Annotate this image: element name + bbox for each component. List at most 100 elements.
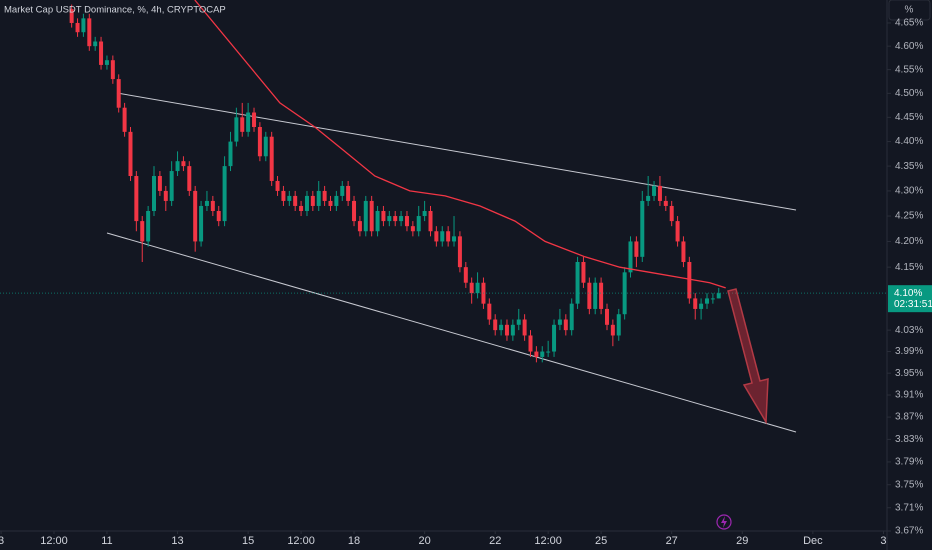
last-price-box bbox=[888, 285, 932, 313]
y-tick-label: 4.03% bbox=[895, 325, 923, 336]
y-tick-label: 3.83% bbox=[895, 434, 923, 445]
candle-body bbox=[222, 166, 227, 222]
candle-body bbox=[399, 216, 404, 222]
y-tick-label: 4.60% bbox=[895, 41, 923, 52]
candle-body bbox=[157, 176, 162, 191]
candle-body bbox=[216, 210, 221, 222]
candle-body bbox=[546, 351, 551, 353]
candle-body bbox=[116, 79, 121, 108]
unit-box[interactable] bbox=[888, 0, 931, 21]
x-tick-label: 12:00 bbox=[534, 535, 562, 547]
candle-body bbox=[693, 298, 698, 309]
channel-upper bbox=[116, 92, 797, 211]
candle-body bbox=[122, 107, 127, 132]
candle-body bbox=[387, 216, 392, 222]
countdown-label: 02:31:51 bbox=[894, 299, 932, 310]
candle-body bbox=[381, 210, 386, 222]
candle-body bbox=[716, 293, 721, 299]
y-tick-label: 4.35% bbox=[895, 161, 923, 172]
channel-lower bbox=[106, 232, 797, 433]
candle-body bbox=[293, 195, 298, 206]
event-icon[interactable] bbox=[716, 514, 732, 530]
candle-body bbox=[463, 267, 468, 283]
candle-body bbox=[422, 210, 427, 217]
x-tick-label: 11 bbox=[101, 535, 112, 547]
candle-body bbox=[87, 18, 92, 47]
candle-body bbox=[628, 241, 633, 273]
candle-body bbox=[140, 221, 145, 242]
candle-body bbox=[534, 351, 539, 357]
x-tick-label: 25 bbox=[595, 535, 607, 547]
candle-body bbox=[610, 324, 615, 336]
candle-body bbox=[434, 231, 439, 242]
candle-body bbox=[257, 126, 262, 157]
x-tick-label: 15 bbox=[242, 535, 254, 547]
candle-body bbox=[340, 185, 345, 196]
candle-body bbox=[528, 335, 533, 352]
y-tick-label: 3.91% bbox=[895, 390, 923, 401]
x-tick-label: 20 bbox=[418, 535, 430, 547]
candle-body bbox=[352, 200, 357, 222]
y-tick-label: 4.25% bbox=[895, 211, 923, 222]
candle-body bbox=[322, 190, 327, 201]
candle-body bbox=[640, 200, 645, 257]
event-bolt bbox=[721, 516, 727, 528]
candle-body bbox=[99, 41, 104, 65]
candle-body bbox=[310, 195, 315, 206]
candle-body bbox=[181, 161, 186, 167]
candle-body bbox=[328, 200, 333, 206]
y-tick-label: 3.75% bbox=[895, 479, 923, 490]
candle-body bbox=[681, 241, 686, 262]
candle-body bbox=[175, 161, 180, 172]
candle-body bbox=[393, 216, 398, 222]
candle-body bbox=[616, 314, 621, 336]
candle-body bbox=[704, 298, 709, 304]
candle-body bbox=[169, 171, 174, 201]
candle-body bbox=[522, 319, 527, 336]
candle-body bbox=[363, 200, 368, 232]
candle-body bbox=[646, 195, 651, 201]
candle-body bbox=[69, 9, 74, 23]
candle-body bbox=[569, 303, 574, 331]
candle-body bbox=[416, 216, 421, 232]
x-tick-label: 12:00 bbox=[287, 535, 315, 547]
candle-body bbox=[552, 324, 557, 352]
candle-body bbox=[587, 282, 592, 309]
candle-body bbox=[516, 319, 521, 325]
candle-body bbox=[675, 221, 680, 242]
arrow-drawing bbox=[727, 288, 769, 425]
candle-body bbox=[404, 216, 409, 227]
candle-body bbox=[204, 200, 209, 206]
candle-body bbox=[475, 282, 480, 294]
candle-body bbox=[281, 190, 286, 201]
x-tick-label: Dec bbox=[803, 535, 823, 547]
candle-body bbox=[93, 41, 98, 47]
last-price-label: 4.10% bbox=[894, 288, 922, 299]
candle-body bbox=[369, 200, 374, 232]
candle-body bbox=[593, 282, 598, 309]
candle-body bbox=[193, 190, 198, 242]
moving-average bbox=[194, 0, 726, 289]
x-tick-label: 18 bbox=[348, 535, 360, 547]
unit-label: % bbox=[905, 5, 914, 16]
y-tick-label: 3.99% bbox=[895, 346, 923, 357]
candle-body bbox=[263, 136, 268, 157]
candle-body bbox=[299, 205, 304, 211]
candle-body bbox=[457, 236, 462, 268]
y-tick-label: 4.65% bbox=[895, 18, 923, 29]
candle-body bbox=[199, 205, 204, 242]
candle-body bbox=[357, 221, 362, 232]
x-tick-label: 22 bbox=[489, 535, 501, 547]
candle-body bbox=[246, 112, 251, 132]
candle-body bbox=[652, 185, 657, 196]
candle-body bbox=[581, 261, 586, 283]
candle-body bbox=[234, 117, 239, 142]
y-tick-label: 4.50% bbox=[895, 88, 923, 99]
candle-body bbox=[699, 303, 704, 309]
candle-body bbox=[110, 60, 115, 80]
candle-body bbox=[228, 141, 233, 167]
candle-body bbox=[452, 236, 457, 242]
y-tick-label: 4.40% bbox=[895, 136, 923, 147]
